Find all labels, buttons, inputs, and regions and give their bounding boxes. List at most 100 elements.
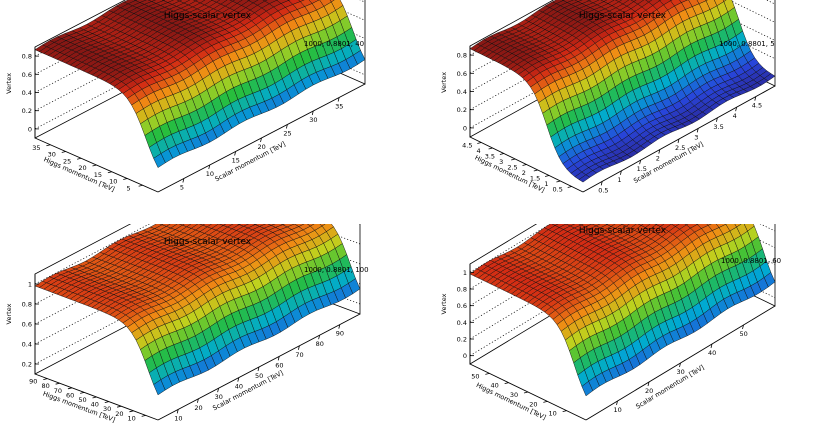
z-tick-label: 0.4 <box>22 89 32 97</box>
z-tick-label: 0.4 <box>457 88 467 96</box>
x-tick-label: 30 <box>677 368 685 376</box>
x-tick-label: 10 <box>614 406 622 414</box>
surface-cell <box>319 224 326 227</box>
y-tick <box>123 178 128 180</box>
z-tick-label: 0.2 <box>457 106 467 114</box>
y-tick-label: 30 <box>103 405 111 413</box>
surface-panel-1: 5 10 15 20 25 30 35 5 10 15 20 25 30 35 0 0.2 0.4 0.6 0.8 S… <box>0 0 415 223</box>
y-tick-label: 10 <box>549 410 557 418</box>
x-tick-label: 2 <box>656 155 660 163</box>
y-tick-label: 3.5 <box>485 153 495 161</box>
z-tick-label: 0.6 <box>457 70 467 78</box>
x-tick-label: 60 <box>275 361 283 369</box>
y-tick <box>523 391 529 394</box>
x-tick <box>277 356 280 361</box>
y-tick-label: 2 <box>522 169 526 177</box>
x-tick-label: 20 <box>194 404 202 412</box>
x-axis-title: Scalar momentum [TeV] <box>214 140 287 183</box>
x-tick <box>677 138 680 144</box>
x-tick-label: 50 <box>255 372 263 380</box>
z-tick-label: 0.8 <box>22 53 32 61</box>
y-tick-label: 30 <box>48 151 56 159</box>
x-tick <box>754 96 757 101</box>
x-tick <box>600 181 603 186</box>
surface-cell <box>581 380 594 397</box>
y-tick <box>67 387 72 390</box>
panel-title-3: Higgs-scalar vertex <box>163 237 252 247</box>
x-tick <box>647 381 650 387</box>
z-tick-label: 0.6 <box>457 302 467 310</box>
y-tick <box>543 400 548 403</box>
y-tick <box>129 410 134 413</box>
y-tick-label: 10 <box>109 178 117 186</box>
parameter-label-4: 1000, 0.8801, 60 <box>721 257 782 265</box>
y-axis-title: Higgs momentum [TeV] <box>42 155 115 193</box>
x-tick <box>696 128 699 133</box>
x-tick-label: 80 <box>316 340 324 348</box>
surface-cell <box>153 153 166 168</box>
z-tick-label: 0.2 <box>22 361 32 369</box>
y-tick <box>567 186 572 188</box>
surface-cell <box>153 379 166 396</box>
y-tick <box>104 401 109 403</box>
y-tick-label: 4 <box>477 147 481 155</box>
panel-title-1: Higgs-scalar vertex <box>163 11 252 21</box>
y-tick <box>138 184 143 187</box>
x-tick <box>285 124 288 129</box>
y-tick-label: 20 <box>529 400 537 408</box>
x-tick-label: 0.5 <box>598 186 608 194</box>
y-tick-label: 1 <box>544 180 548 188</box>
x-tick-label: 30 <box>215 393 223 401</box>
y-tick-label: 25 <box>63 157 71 165</box>
z-tick-label: 0.4 <box>22 341 32 349</box>
y-tick-label: 50 <box>471 372 479 380</box>
z-tick-label: 0.8 <box>457 286 467 294</box>
panel-title-4: Higgs-scalar vertex <box>578 226 667 236</box>
x-tick <box>298 345 300 350</box>
y-tick <box>556 180 561 183</box>
x-tick-label: 5 <box>180 184 184 192</box>
x-tick <box>716 117 718 122</box>
y-tick <box>511 158 516 161</box>
x-tick <box>176 409 179 414</box>
x-tick-label: 3.5 <box>713 123 723 131</box>
y-tick-label: 10 <box>128 414 136 422</box>
x-tick-label: 1 <box>617 176 621 184</box>
x-tick-label: 4.5 <box>752 102 762 110</box>
y-tick-label: 20 <box>115 410 123 418</box>
z-tick-label: 0 <box>463 124 467 132</box>
x-tick <box>208 164 211 170</box>
z-tick-label: 0.8 <box>457 52 467 60</box>
y-tick-label: 40 <box>91 401 99 409</box>
surface-plot-1: 5 10 15 20 25 30 35 5 10 15 20 25 30 35 0 0.2 0.4 0.6 0.8 S… <box>5 0 366 194</box>
z-tick-label: 1 <box>463 269 467 277</box>
x-tick-label: 20 <box>645 387 653 395</box>
x-tick-label: 10 <box>206 170 214 178</box>
z-tick-label: 1 <box>28 281 32 289</box>
y-tick <box>80 392 85 394</box>
surface-panel-4: 10 20 30 40 50 10 20 30 40 50 0 0.2 0.4 0.6 0.8 1 Scalar… <box>415 224 830 447</box>
x-tick-label: 40 <box>708 349 716 357</box>
y-tick-label: 5 <box>127 184 131 192</box>
y-tick <box>533 169 538 172</box>
surface-plot-3: 10 20 30 40 50 60 70 80 90 10 20 30 40 50 60 70 80 90 0.2 0… <box>5 224 361 424</box>
x-tick-label: 10 <box>174 414 182 422</box>
z-tick-label: 0.8 <box>22 301 32 309</box>
surface-plot-2: 0.5 1 1.5 2 2.5 3 3.5 4 4.5 0.5 1 1.5 2 2.5 3 3.5 4 4.5 0 0… <box>440 0 776 194</box>
x-tick-label: 20 <box>258 143 266 151</box>
y-tick <box>107 171 112 174</box>
x-tick <box>735 107 737 112</box>
z-tick-label: 0.6 <box>22 321 32 329</box>
y-tick-label: 2.5 <box>507 164 517 172</box>
y-tick-label: 50 <box>78 396 86 404</box>
x-tick-label: 50 <box>740 330 748 338</box>
y-tick-label: 40 <box>491 382 499 390</box>
x-tick <box>197 398 199 403</box>
y-tick <box>43 378 48 380</box>
y-tick <box>55 382 60 385</box>
y-tick-label: 30 <box>510 391 518 399</box>
x-tick <box>337 97 340 102</box>
x-tick <box>318 335 320 340</box>
y-tick-label: 15 <box>94 171 102 179</box>
y-tick-label: 3 <box>499 158 503 166</box>
